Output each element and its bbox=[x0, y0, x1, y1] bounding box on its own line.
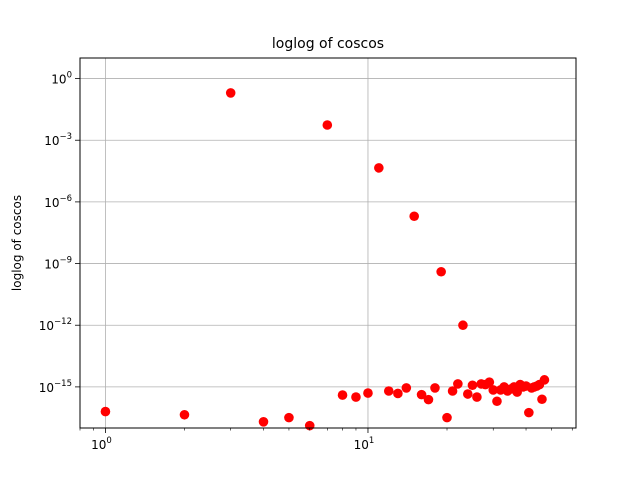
data-point bbox=[284, 412, 294, 423]
data-point bbox=[484, 377, 495, 387]
data-point bbox=[179, 409, 190, 420]
x-axis: 100 101 bbox=[79, 428, 573, 452]
data-point bbox=[447, 386, 458, 396]
y-tick-label: 10−15 bbox=[39, 379, 72, 395]
y-tick-label: 10−6 bbox=[44, 194, 72, 210]
chart-title: loglog of coscos bbox=[272, 36, 384, 52]
data-point bbox=[537, 394, 547, 405]
data-point bbox=[524, 407, 534, 418]
y-tick-label: 10−12 bbox=[39, 317, 72, 333]
data-point bbox=[322, 120, 333, 130]
data-point bbox=[458, 320, 468, 331]
x-tick-base: 10 bbox=[91, 438, 106, 452]
data-point bbox=[401, 383, 412, 393]
y-tick-base: 10 bbox=[44, 196, 59, 210]
y-tick-base: 10 bbox=[39, 381, 54, 395]
data-point bbox=[409, 211, 420, 222]
data-point bbox=[374, 163, 384, 173]
data-point bbox=[492, 396, 502, 407]
y-tick-exponent: −12 bbox=[54, 317, 72, 327]
data-point bbox=[436, 266, 446, 277]
data-point bbox=[363, 388, 373, 398]
y-tick-base: 10 bbox=[44, 258, 59, 272]
y-tick-exponent: 0 bbox=[67, 71, 72, 81]
y-tick-exponent: −6 bbox=[59, 194, 72, 204]
data-point bbox=[430, 383, 440, 393]
x-tick-exponent: 0 bbox=[106, 436, 111, 446]
data-point bbox=[453, 379, 463, 389]
data-points bbox=[100, 88, 550, 431]
data-point bbox=[472, 392, 482, 402]
data-point bbox=[100, 406, 111, 417]
y-tick-base: 10 bbox=[44, 134, 59, 148]
data-point bbox=[383, 386, 394, 396]
data-point bbox=[337, 390, 348, 400]
y-tick-exponent: −3 bbox=[59, 132, 72, 142]
data-point bbox=[416, 389, 427, 400]
data-point bbox=[258, 417, 269, 427]
grid-lines bbox=[80, 58, 576, 428]
data-point bbox=[488, 385, 499, 395]
y-tick-base: 10 bbox=[51, 73, 66, 87]
data-point bbox=[351, 392, 361, 402]
data-point bbox=[467, 380, 478, 391]
data-point bbox=[442, 412, 452, 423]
plot-area-frame bbox=[79, 57, 577, 429]
x-tick-base: 10 bbox=[354, 438, 369, 452]
y-tick-label: 100 bbox=[51, 71, 72, 87]
data-point bbox=[225, 88, 236, 98]
y-tick-base: 10 bbox=[39, 319, 54, 333]
y-tick-exponent: −15 bbox=[54, 379, 72, 389]
y-tick-label: 10−3 bbox=[44, 132, 72, 148]
y-axis-label: loglog of coscos bbox=[10, 195, 24, 291]
x-tick-label: 101 bbox=[354, 436, 375, 452]
data-point bbox=[539, 375, 550, 385]
data-point bbox=[423, 394, 434, 405]
x-tick-label: 100 bbox=[91, 436, 112, 452]
y-tick-exponent: −9 bbox=[59, 256, 72, 266]
data-point bbox=[462, 389, 473, 399]
x-tick-exponent: 1 bbox=[369, 436, 374, 446]
y-tick-label: 10−9 bbox=[44, 256, 72, 272]
data-point bbox=[393, 388, 403, 399]
